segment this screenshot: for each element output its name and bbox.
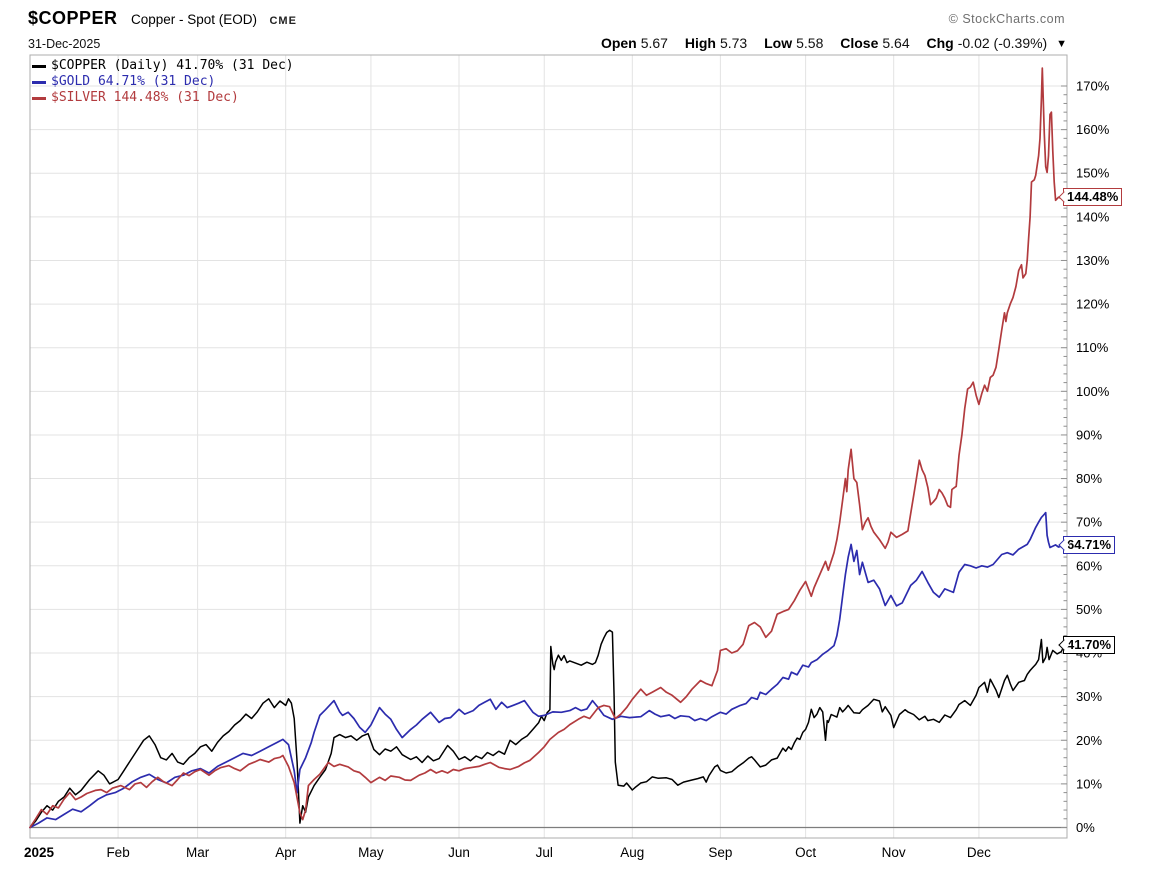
x-axis-month-label: Aug — [620, 845, 644, 860]
x-axis-month-label: Dec — [967, 845, 991, 860]
gold-line-swatch — [32, 80, 46, 84]
y-axis-label: 170% — [1076, 79, 1110, 94]
legend-label-gold: $GOLD 64.71% (31 Dec) — [51, 74, 216, 89]
ticker-symbol: $COPPER — [28, 8, 118, 28]
legend-label-silver: $SILVER 144.48% (31 Dec) — [51, 90, 239, 105]
legend-item-copper: $COPPER (Daily) 41.70% (31 Dec) — [32, 58, 294, 74]
silver-line-swatch — [32, 96, 46, 100]
x-axis-month-label: Apr — [275, 845, 297, 860]
low-value: 5.58 — [796, 35, 824, 51]
x-axis-month-label: May — [358, 845, 384, 860]
copper-line-swatch — [32, 64, 46, 68]
x-axis-month-label: Oct — [795, 845, 816, 860]
x-axis-month-label: Feb — [106, 845, 129, 860]
low-label: Low — [764, 35, 793, 51]
y-axis-label: 10% — [1076, 776, 1102, 791]
close-label: Close — [840, 35, 879, 51]
chart-legend: $COPPER (Daily) 41.70% (31 Dec) $GOLD 64… — [32, 58, 294, 106]
exchange-label: CME — [269, 15, 297, 27]
chart-title-row: $COPPER Copper - Spot (EOD) CME — [28, 8, 297, 29]
x-axis-month-label: Jul — [536, 845, 553, 860]
y-axis-label: 130% — [1076, 253, 1110, 268]
legend-label-copper: $COPPER (Daily) 41.70% (31 Dec) — [51, 58, 294, 73]
tag-value-text: 144.48% — [1067, 188, 1119, 204]
chg-value: -0.02 (-0.39%) — [957, 35, 1048, 51]
y-axis-label: 20% — [1076, 733, 1102, 748]
high-value: 5.73 — [719, 35, 748, 51]
close-value: 5.64 — [882, 35, 910, 51]
stockcharts-copyright-link[interactable]: © StockCharts.com — [948, 12, 1065, 26]
silver-last-value-tag: 144.48% — [1057, 187, 1123, 206]
plot-border — [29, 54, 1068, 839]
y-axis-label: 50% — [1076, 602, 1102, 617]
legend-item-silver: $SILVER 144.48% (31 Dec) — [32, 90, 294, 106]
x-axis-month-label: Jun — [448, 845, 470, 860]
y-axis-label: 150% — [1076, 166, 1110, 181]
y-axis-label: 110% — [1076, 340, 1109, 355]
y-axis-label: 80% — [1076, 471, 1102, 486]
x-axis-month-label: Sep — [708, 845, 732, 860]
y-axis-label: 0% — [1076, 820, 1095, 835]
quote-date: 31-Dec-2025 — [28, 37, 101, 51]
y-axis-label: 140% — [1076, 209, 1110, 224]
y-axis-label: 100% — [1076, 384, 1110, 399]
x-axis-year-label: 2025 — [24, 845, 55, 860]
y-axis-label: 60% — [1076, 558, 1102, 573]
y-axis-label: 70% — [1076, 515, 1102, 530]
gold-line — [29, 511, 1066, 829]
x-axis-month-label: Nov — [882, 845, 906, 860]
copper-last-value-tag: 41.70% — [1057, 636, 1116, 655]
legend-item-gold: $GOLD 64.71% (31 Dec) — [32, 74, 294, 90]
y-axis-label: 160% — [1076, 122, 1110, 137]
high-label: High — [684, 35, 716, 51]
chg-label: Chg — [926, 35, 954, 51]
instrument-description: Copper - Spot (EOD) — [130, 12, 258, 27]
open-value: 5.67 — [640, 35, 668, 51]
down-triangle-icon: ▼ — [1056, 38, 1067, 50]
gold-last-value-tag: 64.71% — [1057, 535, 1116, 554]
y-axis-label: 90% — [1076, 427, 1102, 442]
y-axis-label: 120% — [1076, 297, 1110, 312]
y-axis-label: 30% — [1076, 689, 1102, 704]
open-label: Open — [600, 35, 637, 51]
tag-value-text: 64.71% — [1067, 536, 1112, 552]
tag-value-text: 41.70% — [1067, 637, 1112, 653]
plot-area — [30, 55, 1067, 838]
ohlc-quote-row: Open 5.67 High 5.73 Low 5.58 Close 5.64 Chg -… — [601, 35, 1067, 51]
silver-line — [29, 67, 1066, 829]
copper-line — [29, 629, 1065, 829]
x-axis-month-label: Mar — [186, 845, 210, 860]
